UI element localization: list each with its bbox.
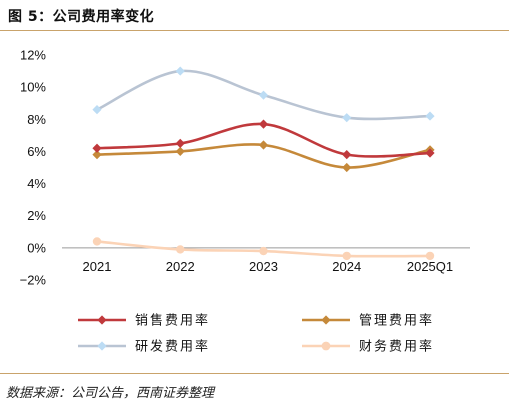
y-tick-label: 2% (27, 208, 46, 223)
legend-swatch-marker (97, 341, 107, 351)
y-tick-label: −2% (20, 273, 47, 288)
data-point (175, 138, 185, 148)
data-point (425, 111, 435, 121)
legend-swatch-marker (321, 315, 331, 325)
data-point (92, 143, 102, 153)
x-tick-label: 2022 (166, 259, 195, 274)
expense-ratio-chart: −2% 0% 2% 4% 6% 8% 10% 12% 2021 2022 2023 2024 2025… (20, 48, 470, 355)
data-point (342, 162, 352, 173)
data-point (259, 246, 268, 256)
source-note: 数据来源：公司公告，西南证券整理 (6, 386, 215, 401)
legend-swatch-marker (97, 315, 107, 325)
figure-title: 图 5：公司费用率变化 (8, 9, 155, 25)
data-point (342, 113, 352, 123)
y-tick-label: 0% (27, 240, 46, 255)
legend-label: 研发费用率 (135, 339, 210, 355)
data-point (425, 251, 435, 261)
title-divider (0, 30, 509, 31)
y-axis: −2% 0% 2% 4% 6% 8% 10% 12% (20, 48, 47, 288)
data-point (92, 105, 102, 115)
data-point (92, 237, 102, 246)
data-point (342, 150, 352, 160)
series-1 (92, 119, 435, 160)
y-tick-label: 4% (27, 176, 46, 191)
legend-label: 财务费用率 (359, 339, 434, 355)
x-tick-label: 2025Q1 (407, 259, 453, 274)
y-tick-label: 8% (27, 112, 46, 127)
series-line (95, 122, 432, 158)
data-point (175, 146, 185, 157)
data-point (258, 90, 269, 100)
data-point (342, 251, 351, 261)
series-layer (92, 66, 435, 261)
legend-item: 销售费用率 (78, 313, 210, 329)
legend-label: 销售费用率 (135, 313, 210, 329)
series-4 (92, 237, 435, 261)
legend-item: 财务费用率 (302, 339, 434, 355)
data-point (176, 245, 185, 254)
legend-item: 管理费用率 (302, 313, 434, 329)
data-point (258, 119, 269, 129)
y-tick-label: 6% (27, 144, 46, 159)
x-tick-label: 2024 (332, 259, 361, 274)
series-3 (92, 66, 435, 123)
data-point (92, 150, 102, 160)
data-point (175, 66, 185, 76)
y-tick-label: 10% (20, 80, 46, 95)
y-tick-label: 12% (20, 48, 46, 63)
data-point (425, 148, 435, 158)
x-tick-label: 2021 (83, 259, 112, 274)
data-point (258, 140, 269, 150)
bottom-divider (0, 373, 509, 374)
x-tick-label: 2023 (249, 259, 278, 274)
legend-label: 管理费用率 (359, 313, 434, 329)
legend-item: 研发费用率 (78, 339, 210, 355)
legend-swatch-marker (321, 341, 331, 351)
